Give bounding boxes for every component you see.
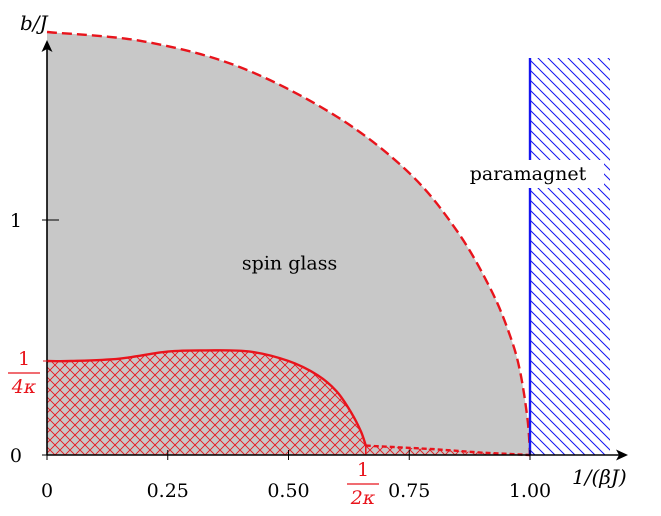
x-tick-label: 0 [41,480,53,502]
spin-glass-region-layer [47,32,530,455]
one-over-four-kappa-label: 1 4κ [8,348,40,398]
tick-layer: 0 0.25 0.50 0.75 1.00 0 1 [10,210,551,502]
one-over-two-kappa-numerator: 1 [357,459,369,481]
spin-glass-boundary-line [46,30,532,456]
x-axis-arrow [616,449,628,461]
paramagnet-label: paramagnet [470,163,587,185]
y-axis-label: b/J [20,11,49,35]
one-over-four-kappa-denominator: 4κ [11,376,37,398]
one-over-two-kappa-denominator: 2κ [350,487,376,509]
y-tick-label: 0 [10,445,22,467]
x-tick-label: 0.75 [388,480,430,502]
boundary-lines-layer [46,30,532,457]
spin-glass-region [47,32,530,455]
axes [41,40,628,461]
one-over-two-kappa-label: 1 2κ [347,459,379,509]
y-axis-arrow [41,40,53,52]
x-axis-label: 1/(βJ) [572,465,627,489]
paramagnet-label-background [452,160,604,188]
x-tick-label: 0.50 [267,480,309,502]
hatched-region-boundary-line [46,349,367,446]
y-tick-label: 1 [10,210,22,232]
x-tick-label: 1.00 [509,480,551,502]
x-tick-label: 0.25 [147,480,189,502]
one-over-four-kappa-numerator: 1 [18,348,30,370]
spin-glass-label: spin glass [242,252,337,274]
hatched-tail-line [365,444,531,457]
hatched-region [47,350,366,455]
paramagnet-region-layer [530,58,610,455]
paramagnet-region [530,58,610,455]
